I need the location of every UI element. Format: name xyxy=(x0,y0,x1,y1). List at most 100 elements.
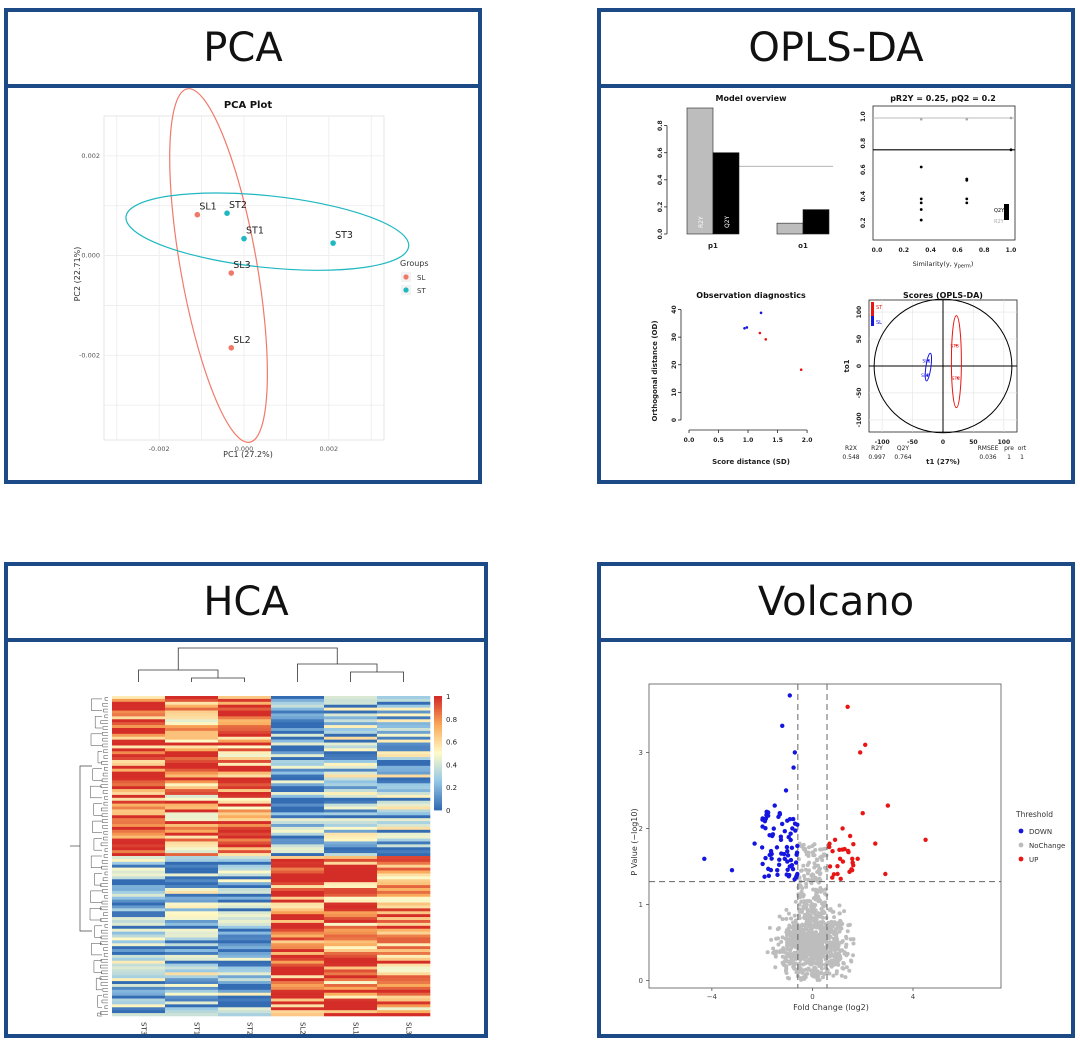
hca-cell xyxy=(218,864,272,868)
hca-cell xyxy=(165,696,219,700)
hca-colorbar-segment xyxy=(434,768,442,772)
volcano-point-up xyxy=(851,841,856,847)
hca-cell xyxy=(165,856,219,860)
volcano-point-nochange xyxy=(838,923,843,928)
hca-cell xyxy=(165,969,219,973)
hca-cell xyxy=(165,920,219,924)
volcano-point-nochange xyxy=(847,968,852,973)
hca-cell xyxy=(165,864,219,868)
hca-row-dendrogram xyxy=(97,1012,102,1017)
hca-cell xyxy=(112,989,166,994)
volcano-point-nochange xyxy=(829,924,834,929)
hca-cell xyxy=(218,998,272,1002)
hca-cell xyxy=(218,754,272,758)
hca-colorbar-segment xyxy=(434,743,442,747)
hca-cell xyxy=(377,765,431,770)
hca-colorbar-segment xyxy=(434,750,442,754)
hca-cell xyxy=(271,698,325,703)
hca-cell xyxy=(324,800,378,804)
perm-point-q2y xyxy=(919,165,923,169)
perm-point-q2y xyxy=(965,178,969,182)
hca-row-dendrogram xyxy=(102,743,108,748)
volcano-point-nochange xyxy=(822,971,827,976)
volcano-point-down xyxy=(702,856,707,861)
volcano-point-down xyxy=(790,866,796,872)
hca-row-dendrogram xyxy=(94,925,102,938)
obs-point xyxy=(758,331,762,335)
volcano-point-nochange xyxy=(849,959,854,964)
perm-xtick: 0.6 xyxy=(952,247,963,254)
hca-cell xyxy=(377,934,431,938)
overview-bar-q2y xyxy=(712,152,740,235)
hca-cell xyxy=(377,742,431,746)
hca-cell xyxy=(112,1001,166,1005)
perm-xtick: 0.8 xyxy=(979,247,990,254)
scores-point-label: ST2 xyxy=(952,376,961,382)
volcano-point-nochange xyxy=(788,938,793,943)
hca-cell xyxy=(218,1013,272,1017)
hca-cell xyxy=(271,1001,325,1005)
hca-colorbar-segment xyxy=(434,784,442,788)
volcano-point-nochange xyxy=(804,881,809,886)
obs-xlabel: Score distance (SD) xyxy=(712,458,790,466)
hca-cell xyxy=(165,794,219,799)
scores-ellipse-sl xyxy=(924,352,933,382)
volcano-point-nochange xyxy=(808,918,813,923)
hca-cell xyxy=(324,911,378,915)
hca-colorbar-segment xyxy=(434,757,442,761)
opls-stat-header: pre xyxy=(1004,445,1014,452)
hca-row-dendrogram xyxy=(102,726,108,730)
volcano-point-nochange xyxy=(817,926,822,931)
hca-cell xyxy=(165,908,219,912)
hca-colorbar-tick: 0.2 xyxy=(446,784,457,792)
hca-cell xyxy=(324,1010,378,1014)
hca-row-dendrogram xyxy=(101,778,108,783)
overview-ytick: 0.2 xyxy=(657,202,664,213)
volcano-point-nochange xyxy=(824,868,829,873)
hca-cell xyxy=(218,812,272,816)
volcano-point-nochange xyxy=(812,842,817,847)
hca-cell xyxy=(165,1007,219,1011)
volcano-point-down xyxy=(784,844,790,850)
hca-row-dendrogram xyxy=(103,836,108,841)
pca-point xyxy=(241,235,247,242)
volcano-point-nochange xyxy=(805,937,810,942)
hca-cell xyxy=(218,890,272,895)
hca-cell xyxy=(377,815,431,819)
hca-cell xyxy=(218,902,272,906)
hca-cell xyxy=(112,966,166,970)
hca-cell xyxy=(165,751,219,755)
hca-cell xyxy=(218,797,272,802)
pca-ylabel: PC2 (22.71%) xyxy=(73,247,82,302)
obs-xtick: 1.0 xyxy=(743,437,754,444)
overview-bar-q2y xyxy=(802,209,830,235)
hca-cell xyxy=(165,742,219,746)
hca-cell xyxy=(165,841,219,845)
hca-cell xyxy=(377,905,431,909)
hca-cell xyxy=(218,716,272,720)
scores-point xyxy=(926,374,929,377)
volcano-point-nochange xyxy=(798,926,803,931)
hca-cell xyxy=(165,710,219,714)
hca-cell xyxy=(218,780,272,784)
hca-cell xyxy=(324,879,378,883)
volcano-point-nochange xyxy=(801,943,806,948)
hca-cell xyxy=(112,870,166,874)
hca-cell xyxy=(324,789,378,793)
scores-ytick: 100 xyxy=(856,306,863,319)
hca-colorbar-segment xyxy=(434,771,442,774)
hca-colorbar-segment xyxy=(434,782,442,786)
volcano-point-nochange xyxy=(773,954,778,959)
hca-cell xyxy=(377,698,431,703)
hca-cell xyxy=(218,925,272,930)
pca-xtick: -0.002 xyxy=(149,445,170,453)
hca-cell xyxy=(218,989,272,994)
hca-cell xyxy=(165,748,219,752)
hca-cell xyxy=(271,914,325,918)
hca-cell xyxy=(324,719,378,723)
hca-cell xyxy=(271,856,325,860)
overview-category: p1 xyxy=(708,242,718,250)
hca-cell xyxy=(218,1004,272,1008)
hca-cell xyxy=(324,707,378,711)
perm-point-r2y xyxy=(1009,116,1013,120)
